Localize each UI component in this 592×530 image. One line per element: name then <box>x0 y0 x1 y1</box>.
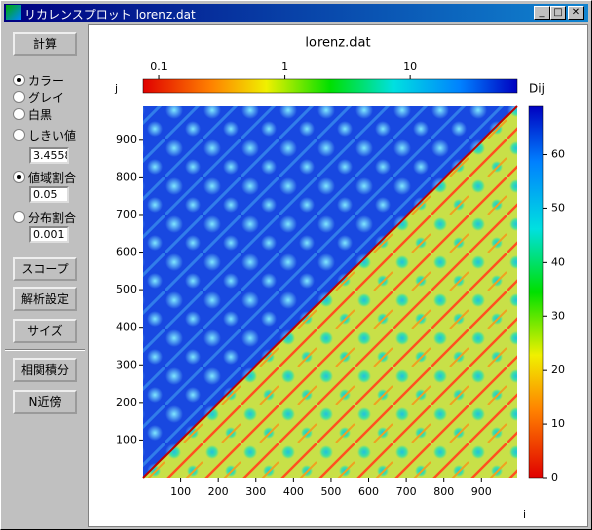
x-tick-label: 400 <box>283 485 304 498</box>
colorbar <box>528 105 544 479</box>
diagonal <box>142 105 518 479</box>
colorbar-tick-label: 30 <box>551 309 565 322</box>
y-axis-label: j <box>114 82 118 95</box>
y-tick-label: 200 <box>116 396 137 409</box>
minimize-button[interactable]: _ <box>534 6 550 20</box>
n-neighbor-button[interactable]: N近傍 <box>13 390 77 414</box>
colorbar-tick-label: 50 <box>551 201 565 214</box>
y-tick-label: 500 <box>116 283 137 296</box>
window-title: リカレンスプロット lorenz.dat <box>24 8 196 22</box>
radio-range-ratio[interactable]: 値域割合 <box>13 169 76 186</box>
y-tick-label: 300 <box>116 358 137 371</box>
x-tick-label: 600 <box>358 485 379 498</box>
close-button[interactable]: ✕ <box>568 6 584 20</box>
separator <box>5 349 85 351</box>
radio-bw[interactable]: 白黒 <box>13 106 52 123</box>
colorbar-tick-label: 10 <box>551 417 565 430</box>
app-icon <box>6 5 21 20</box>
y-tick-label: 600 <box>116 246 137 259</box>
log-colorbar-tick-label: 0.1 <box>150 60 168 73</box>
y-tick-label: 700 <box>116 208 137 221</box>
x-tick-label: 500 <box>320 485 341 498</box>
radio-label: 値域割合 <box>28 171 77 185</box>
radio-label: カラー <box>28 74 65 88</box>
x-tick-label: 800 <box>433 485 454 498</box>
y-tick-label: 900 <box>116 133 137 146</box>
radio-label: 白黒 <box>28 108 53 122</box>
x-tick-label: 300 <box>245 485 266 498</box>
radio-label: しきい値 <box>28 129 77 143</box>
x-tick-label: 200 <box>208 485 229 498</box>
threshold-input[interactable]: 3.45589 <box>29 147 69 164</box>
scope-button[interactable]: スコープ <box>13 257 77 281</box>
y-tick-label: 400 <box>116 321 137 334</box>
colorbar-tick-label: 60 <box>551 148 565 161</box>
radio-gray[interactable]: グレイ <box>13 89 64 106</box>
compute-button[interactable]: 計算 <box>13 32 77 56</box>
plot-title: lorenz.dat <box>305 36 370 51</box>
radio-label: 分布割合 <box>28 211 77 225</box>
radio-color[interactable]: カラー <box>13 72 64 89</box>
x-tick-label: 100 <box>170 485 191 498</box>
x-axis-label: i <box>523 508 526 521</box>
title-bar: リカレンスプロット lorenz.dat _ □ ✕ <box>4 4 588 22</box>
size-button[interactable]: サイズ <box>13 319 77 343</box>
radio-dist-ratio[interactable]: 分布割合 <box>13 209 76 226</box>
recurrence-plot: lorenz.dat j Dij i 100 200 300 400 500 600 700… <box>114 36 565 522</box>
plot-area: lorenz.dat j Dij i 100 200 300 400 500 600 700… <box>88 24 588 527</box>
log-colorbar <box>142 78 518 94</box>
x-tick-label: 700 <box>396 485 417 498</box>
radio-label: グレイ <box>28 91 65 105</box>
colorbar-tick-label: 20 <box>551 363 565 376</box>
maximize-button[interactable]: □ <box>550 6 566 20</box>
dist-ratio-input[interactable]: 0.001 <box>29 226 69 243</box>
log-colorbar-tick-label: 1 <box>281 60 288 73</box>
range-ratio-input[interactable]: 0.05 <box>29 186 69 203</box>
radio-threshold[interactable]: しきい値 <box>13 127 76 144</box>
log-colorbar-tick-label: 10 <box>403 60 417 73</box>
colorbar-tick-label: 40 <box>551 255 565 268</box>
analysis-settings-button[interactable]: 解析設定 <box>13 287 77 311</box>
y-tick-label: 800 <box>116 170 137 183</box>
correlation-integral-button[interactable]: 相関積分 <box>13 358 77 382</box>
colorbar-tick-label: 0 <box>551 471 558 484</box>
y-tick-label: 100 <box>116 433 137 446</box>
colorbar-label: Dij <box>529 82 545 96</box>
x-tick-label: 900 <box>471 485 492 498</box>
